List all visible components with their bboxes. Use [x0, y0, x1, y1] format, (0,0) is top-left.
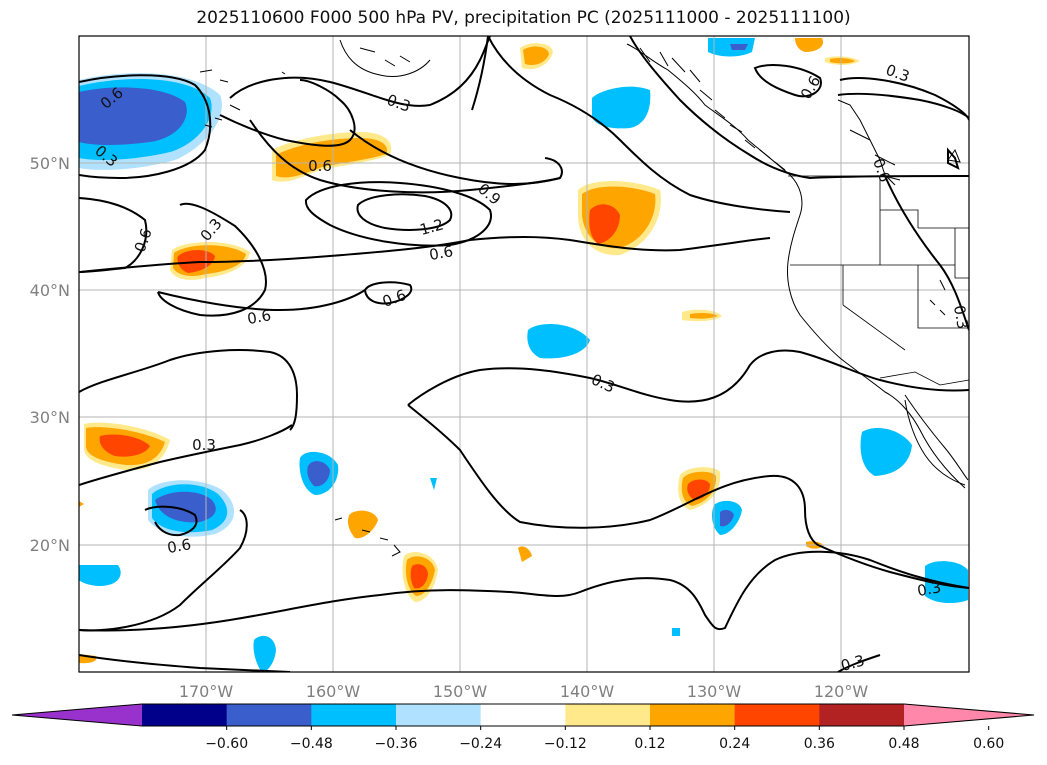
contour-label-0.6: 0.6 [308, 157, 332, 175]
colorbar-tick-label: −0.60 [205, 736, 248, 752]
coastlines [199, 39, 969, 557]
contour-label-1.2: 1.2 [418, 215, 446, 239]
lon-tick-labels: 170°W 160°W 150°W 140°W 130°W 120°W [179, 682, 869, 701]
colorbar-tick-label: −0.24 [459, 736, 502, 752]
pv-contours [79, 36, 969, 672]
lon-tick-label: 120°W [814, 682, 869, 701]
lon-tick-label: 140°W [560, 682, 615, 701]
contour-label-0.3: 0.3 [839, 651, 867, 675]
colorbar-segment [311, 704, 397, 726]
colorbar-tick-label: 0.36 [804, 736, 835, 752]
colorbar-tick-label: 0.24 [719, 736, 750, 752]
lon-tick-label: 150°W [433, 682, 488, 701]
map-frame [78, 35, 970, 673]
colorbar-tick-label: 0.12 [634, 736, 665, 752]
colorbar-tick-label: 0.48 [888, 736, 919, 752]
lon-tick-label: 160°W [306, 682, 361, 701]
colorbar-extend-max [904, 704, 1034, 726]
colorbar: −0.60 −0.48 −0.36 −0.24 −0.12 0.12 0.24 0.36 0.4… [11, 703, 1035, 752]
map-area [79, 36, 969, 672]
colorbar-segment [226, 704, 312, 726]
graticule [79, 36, 969, 672]
colorbar-segment [565, 704, 651, 726]
contour-label-0.6: 0.6 [166, 535, 193, 557]
contour-label-0.3: 0.3 [916, 578, 943, 600]
lat-tick-label: 50°N [30, 154, 70, 173]
lat-tick-labels: 50°N 40°N 30°N 20°N [30, 154, 70, 555]
lon-tick-label: 130°W [687, 682, 742, 701]
colorbar-segment [650, 704, 736, 726]
colorbar-tick-label: −0.12 [544, 736, 587, 752]
colorbar-tick-label: −0.48 [290, 736, 333, 752]
contour-label-0.3: 0.3 [192, 436, 216, 454]
lat-tick-label: 40°N [30, 281, 70, 300]
colorbar-segment [142, 704, 228, 726]
lat-tick-label: 20°N [30, 536, 70, 555]
colorbar-segment [396, 704, 482, 726]
colorbar-segment [819, 704, 905, 726]
contour-label-0.6: 0.6 [428, 242, 455, 264]
colorbar-segment [734, 704, 820, 726]
precip-positive-shading [79, 38, 860, 664]
contour-label-0.6: 0.6 [246, 306, 273, 328]
map-title: 2025110600 F000 500 hPa PV, precipitatio… [196, 8, 851, 28]
colorbar-tick-label: −0.36 [375, 736, 418, 752]
colorbar-tick-label: 0.60 [973, 736, 1004, 752]
colorbar-extend-min [12, 704, 142, 726]
lon-tick-label: 170°W [179, 682, 234, 701]
precip-negative-shading [79, 38, 968, 672]
colorbar-segment [480, 704, 566, 726]
lat-tick-label: 30°N [30, 408, 70, 427]
contour-label-0.3: 0.3 [950, 304, 972, 331]
colorbar-outline [11, 703, 1035, 727]
